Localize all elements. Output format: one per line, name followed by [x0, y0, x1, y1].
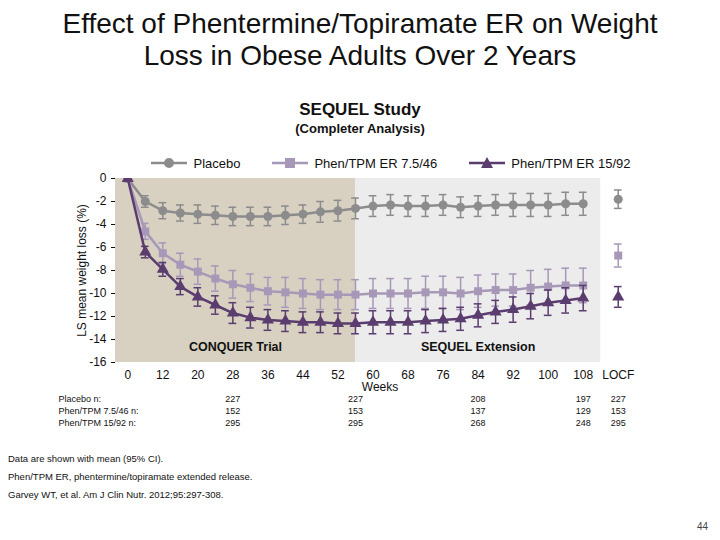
svg-text:129: 129 [576, 406, 591, 416]
svg-text:-14: -14 [89, 332, 107, 346]
svg-text:108: 108 [573, 368, 593, 382]
svg-text:12: 12 [156, 368, 170, 382]
svg-text:Weeks: Weeks [362, 380, 398, 394]
svg-text:227: 227 [348, 394, 363, 404]
svg-text:153: 153 [348, 406, 363, 416]
html-text:Garvey WT, et al. Am J Clin Nu: Garvey WT, et al. Am J Clin Nutr. 2012;9… [8, 489, 224, 500]
svg-text:-10: -10 [89, 286, 107, 300]
html-text:(Completer Analysis): (Completer Analysis) [295, 121, 425, 136]
svg-text:-4: -4 [96, 217, 107, 231]
svg-text:-6: -6 [96, 240, 107, 254]
svg-text:LS mean weight loss (%): LS mean weight loss (%) [75, 204, 89, 337]
svg-text:295: 295 [611, 418, 626, 428]
svg-text:Phen/TPM 7.5/46 n:: Phen/TPM 7.5/46 n: [59, 406, 139, 416]
svg-text:100: 100 [538, 368, 558, 382]
svg-text:LOCF: LOCF [602, 368, 634, 382]
html-text:Phen/TPM ER 15/92: Phen/TPM ER 15/92 [511, 155, 631, 171]
svg-text:SEQUEL Extension: SEQUEL Extension [421, 340, 535, 354]
svg-text:268: 268 [471, 418, 486, 428]
svg-text:227: 227 [225, 394, 240, 404]
svg-text:Placebo n:: Placebo n: [59, 394, 102, 404]
html-text:Phen/TPM ER, phentermine/topir: Phen/TPM ER, phentermine/topiramate exte… [8, 471, 253, 482]
svg-text:137: 137 [471, 406, 486, 416]
html-text:Placebo: Placebo [193, 155, 241, 171]
svg-text:36: 36 [261, 368, 275, 382]
svg-text:68: 68 [401, 368, 415, 382]
svg-text:Phen/TPM 15/92 n:: Phen/TPM 15/92 n: [59, 418, 137, 428]
svg-text:-12: -12 [89, 309, 107, 323]
svg-text:20: 20 [191, 368, 205, 382]
svg-text:152: 152 [225, 406, 240, 416]
svg-text:-8: -8 [96, 263, 107, 277]
svg-text:44: 44 [296, 368, 310, 382]
svg-text:0: 0 [124, 368, 131, 382]
svg-text:153: 153 [611, 406, 626, 416]
html-text:Phen/TPM ER 7.5/46: Phen/TPM ER 7.5/46 [314, 155, 438, 171]
svg-text:227: 227 [611, 394, 626, 404]
html-text:44: 44 [696, 521, 708, 532]
svg-text:92: 92 [506, 368, 520, 382]
svg-text:-2: -2 [96, 194, 107, 208]
svg-text:84: 84 [471, 368, 485, 382]
svg-text:76: 76 [436, 368, 450, 382]
svg-text:208: 208 [471, 394, 486, 404]
html-text:SEQUEL Study: SEQUEL Study [299, 100, 421, 119]
svg-text:295: 295 [225, 418, 240, 428]
svg-text:52: 52 [331, 368, 345, 382]
svg-text:295: 295 [348, 418, 363, 428]
html-text:Effect of Phentermine/Topirama: Effect of Phentermine/Topiramate ER on W… [62, 8, 658, 71]
svg-text:-16: -16 [89, 355, 107, 369]
html-text:Data are shown with mean (95%: Data are shown with mean (95% CI). [8, 453, 164, 464]
svg-text:60: 60 [366, 368, 380, 382]
svg-text:248: 248 [576, 418, 591, 428]
svg-text:197: 197 [576, 394, 591, 404]
svg-text:28: 28 [226, 368, 240, 382]
svg-text:CONQUER Trial: CONQUER Trial [189, 340, 282, 354]
svg-text:0: 0 [100, 171, 107, 185]
